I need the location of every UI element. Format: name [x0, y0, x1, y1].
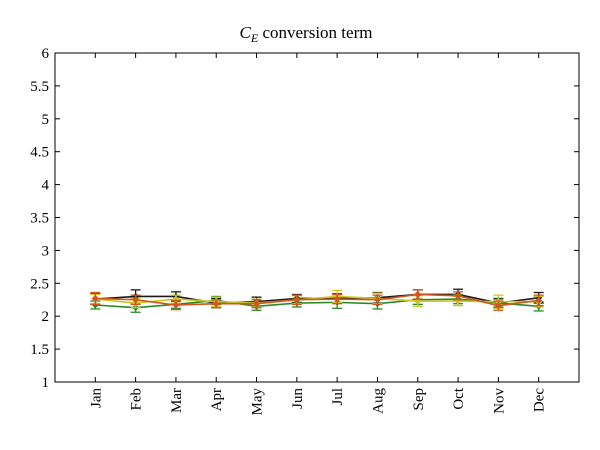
y-axis: 1 1.5 2 2.5 3 3.5 4 4.5 5 5.5 6 — [30, 46, 579, 391]
x-tick-label: Oct — [451, 387, 467, 409]
plot-frame — [54, 52, 580, 383]
y-tick-label: 3.5 — [30, 211, 49, 227]
data-point — [373, 296, 381, 304]
title-main: C — [240, 23, 252, 42]
data-point — [494, 302, 502, 310]
data-point — [414, 290, 422, 298]
x-tick-label: Jan — [88, 388, 104, 408]
series-line — [95, 295, 539, 304]
y-tick-label: 1 — [42, 375, 50, 391]
data-point — [91, 294, 99, 302]
series-4 — [90, 289, 544, 311]
data-point — [535, 296, 543, 304]
x-axis: Jan Feb Mar Apr May Jun Jul Aug Sep Oct Nov Dec — [88, 53, 548, 416]
y-tick-label: 2.5 — [30, 276, 49, 292]
y-tick-label: 1.5 — [30, 342, 49, 358]
y-tick-label: 4 — [42, 178, 50, 194]
y-tick-label: 4.5 — [30, 145, 49, 161]
y-tick-label: 3 — [42, 243, 50, 259]
data-point — [212, 300, 220, 308]
y-tick-label: 5.5 — [30, 79, 49, 95]
x-tick-label: Sep — [411, 388, 427, 411]
data-point — [293, 296, 301, 304]
series-layer — [90, 288, 544, 313]
x-tick-label: Mar — [169, 388, 185, 413]
chart-title: CE conversion term — [240, 23, 373, 45]
x-tick-label: Jul — [330, 388, 346, 406]
data-point — [253, 300, 261, 308]
title-rest: conversion term — [258, 23, 372, 42]
data-point — [172, 301, 180, 309]
data-point — [333, 295, 341, 303]
series-line — [95, 293, 539, 307]
y-tick-label: 5 — [42, 112, 50, 128]
x-tick-label: Feb — [129, 388, 145, 411]
x-tick-label: Aug — [370, 388, 386, 414]
title-subscript: E — [250, 31, 259, 45]
data-point — [454, 292, 462, 300]
x-tick-label: Jun — [290, 388, 306, 409]
data-point — [132, 296, 140, 304]
x-tick-label: Dec — [532, 388, 548, 412]
y-tick-label: 6 — [42, 46, 50, 62]
y-tick-label: 2 — [42, 309, 50, 325]
x-tick-label: May — [250, 388, 266, 416]
x-tick-label: Nov — [491, 388, 507, 414]
x-tick-label: Apr — [209, 388, 225, 411]
